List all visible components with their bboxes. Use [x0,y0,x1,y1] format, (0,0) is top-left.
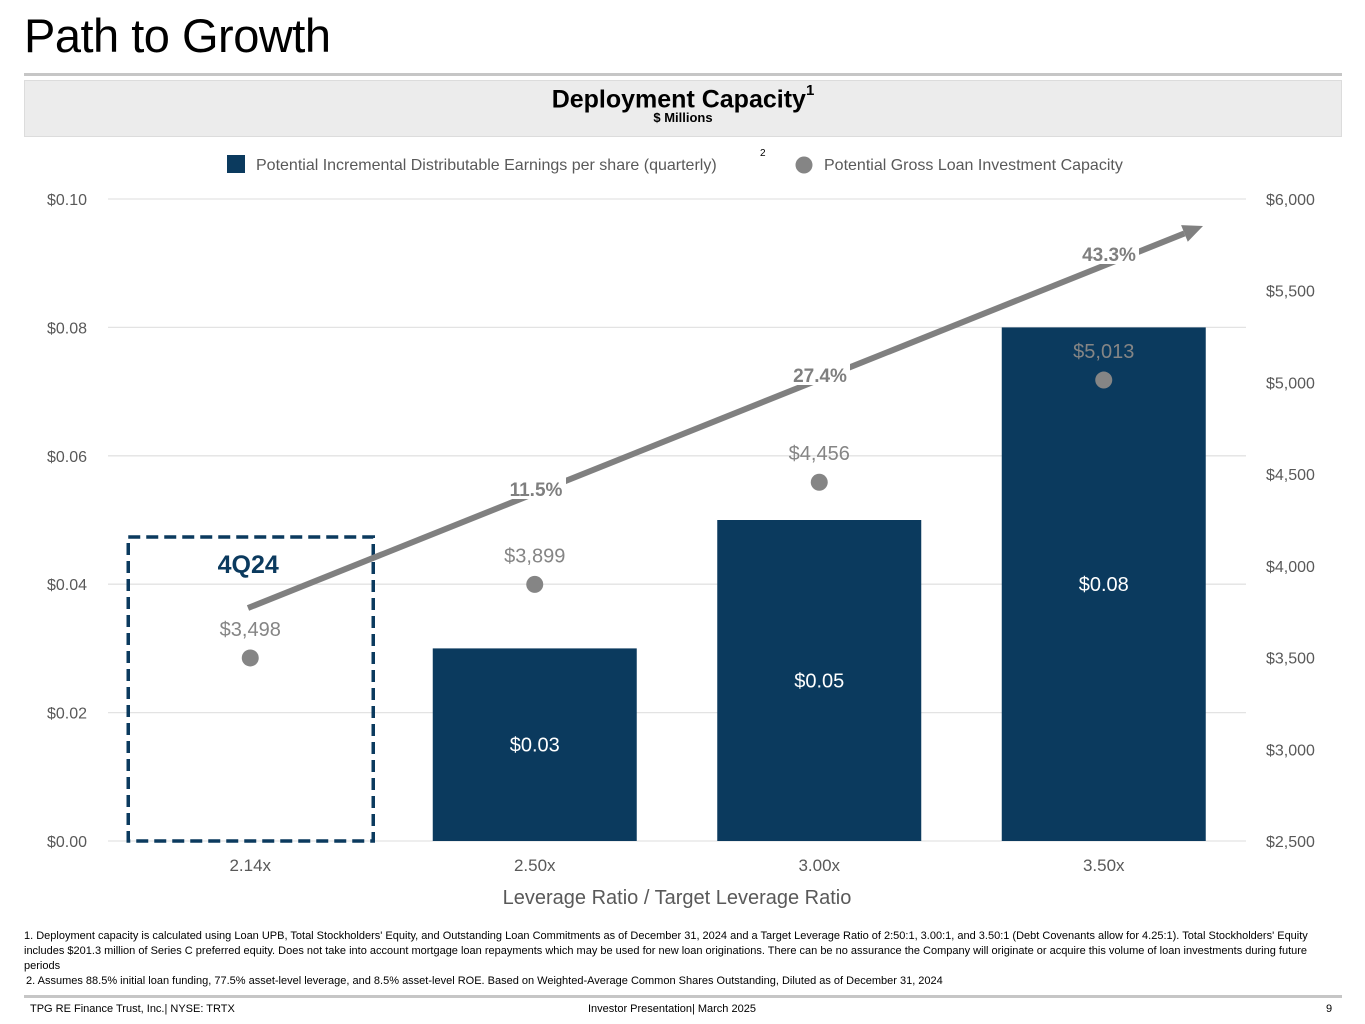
y-right-tick-label: $2,500 [1266,834,1315,851]
bar-series: $0.03 $0.05 $0.08 [432,327,1206,841]
bar-value-label: $0.05 [794,671,844,693]
bar [1001,327,1206,841]
x-tick-label: 3.50x [1083,856,1125,875]
y-left-tick-label: $0.06 [47,449,87,466]
page-title: Path to Growth [24,9,331,62]
y-left-tick-label: $0.02 [47,706,87,723]
bar [717,520,922,841]
growth-percent-label: 43.3% [1082,245,1136,266]
legend-bar-swatch [227,155,245,173]
capacity-dot [810,473,828,491]
chart-title-text: Deployment Capacity [551,85,806,114]
x-tick-label: 2.14x [229,856,271,875]
growth-arrow-head [1181,225,1203,242]
highlight-box-group: 4Q24 [126,535,375,843]
y-right-tick-label: $3,500 [1266,651,1315,668]
footer-company: TPG RE Finance Trust, Inc.| NYSE: TRTX [30,1003,235,1015]
capacity-value-label: $3,899 [504,545,565,567]
x-tick-label: 3.00x [798,856,840,875]
legend-bar-label: Potential Incremental Distributable Earn… [256,157,717,174]
growth-arrow-group: 11.5% 27.4% 43.3% [246,225,1203,611]
growth-label-backing [790,363,850,385]
capacity-value-label: $5,013 [1073,341,1134,363]
growth-arrow-shaft [246,230,1186,611]
y-right-tick-label: $6,000 [1266,192,1315,209]
y-left-tick-label: $0.08 [47,320,87,337]
y-right-tick-label: $4,000 [1266,559,1315,576]
y-left-tick-label: $0.00 [47,834,87,851]
header-divider [24,73,1342,76]
legend-bar-footnote-ref: 2 [760,148,766,159]
chart-title-footnote-ref: 1 [805,82,815,99]
footer-divider [24,995,1342,998]
y-right-tick-label: $4,500 [1266,467,1315,484]
bar-value-label: $0.03 [510,735,560,757]
capacity-value-label: $3,498 [220,619,281,641]
growth-percent-label: 11.5% [510,480,563,501]
capacity-dot [526,575,544,593]
chart-header-band: Deployment Capacity1 $ Millions [24,80,1342,137]
y-axis-left: $0.00 $0.02 $0.04 $0.06 $0.08 $0.10 [47,192,87,851]
y-right-tick-label: $5,000 [1266,375,1315,392]
bar [432,648,637,841]
capacity-dot [1095,371,1113,389]
x-axis: 2.14x 2.50x 3.00x 3.50x Leverage Ratio / Tar… [229,856,1125,909]
x-axis-title: Leverage Ratio / Target Leverage Ratio [503,887,852,909]
y-axis-right: $2,500 $3,000 $3,500 $4,000 $4,500 $5,000 $5,5… [1266,192,1315,851]
footer-presentation: Investor Presentation| March 2025 [588,1003,756,1015]
y-left-tick-label: $0.04 [47,577,87,594]
y-left-tick-label: $0.10 [47,192,87,209]
chart-legend: Potential Incremental Distributable Earn… [227,148,1123,174]
bar-value-label: $0.08 [1079,574,1129,596]
legend-dot-swatch [795,156,813,174]
dot-series: $3,498 $3,899 $4,456 $5,013 [220,341,1134,667]
footnotes: 1. Deployment capacity is calculated usi… [24,929,1334,989]
capacity-dot [241,649,259,667]
y-right-tick-label: $5,500 [1266,284,1315,301]
growth-label-backing [506,477,566,499]
footnote-2: 2. Assumes 88.5% initial loan funding, 7… [26,975,943,987]
highlight-box-label: 4Q24 [218,551,279,579]
footnote-1: 1. Deployment capacity is calculated usi… [24,930,1308,972]
growth-label-backing [1079,242,1139,264]
chart-subtitle: $ Millions [653,110,713,125]
chart-title: Deployment Capacity1 [25,82,1341,114]
y-right-tick-label: $3,000 [1266,742,1315,759]
growth-percent-label: 27.4% [793,366,847,387]
highlight-box [126,535,375,843]
x-tick-label: 2.50x [514,856,556,875]
deployment-capacity-chart: Potential Incremental Distributable Earn… [47,148,1315,909]
footer-page-number: 9 [1326,1003,1333,1015]
legend-dot-label: Potential Gross Loan Investment Capacity [824,157,1123,174]
capacity-value-label: $4,456 [789,443,850,465]
